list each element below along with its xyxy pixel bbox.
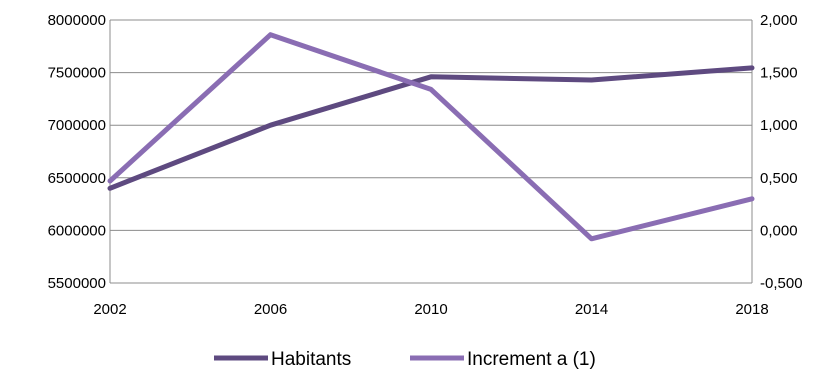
right-tick-label: 0,500: [760, 170, 798, 187]
legend: Habitants Increment a (1): [214, 349, 596, 370]
left-tick-label: 8000000: [48, 12, 106, 29]
series-line-1: [107, 32, 755, 242]
right-tick-label: -0,500: [760, 275, 803, 292]
left-tick-label: 5500000: [48, 275, 106, 292]
right-tick-label: 1,500: [760, 65, 798, 82]
legend-label-increment: Increment a (1): [467, 349, 596, 370]
x-tick-label: 2010: [414, 301, 447, 318]
left-tick-label: 7500000: [48, 65, 106, 82]
right-axis-ticks: 2,000 1,500 1,000 0,500 0,000 -0,500: [760, 12, 803, 292]
left-tick-label: 7000000: [48, 117, 106, 134]
x-axis-ticks: 2002 2006 2010 2014 2018: [93, 301, 768, 318]
series-lines: [107, 32, 755, 242]
right-tick-label: 1,000: [760, 117, 798, 134]
left-tick-label: 6500000: [48, 170, 106, 187]
legend-label-habitants: Habitants: [271, 349, 351, 370]
x-tick-label: 2002: [93, 301, 126, 318]
x-tick-label: 2014: [575, 301, 608, 318]
right-tick-label: 0,000: [760, 222, 798, 239]
left-axis-ticks: 8000000 7500000 7000000 6500000 6000000 55000…: [48, 12, 106, 292]
x-tick-label: 2006: [254, 301, 287, 318]
series-line-0: [107, 65, 755, 191]
gridlines: [110, 19, 752, 284]
axes: [109, 20, 753, 283]
right-tick-label: 2,000: [760, 12, 798, 29]
x-tick-label: 2018: [735, 301, 768, 318]
left-tick-label: 6000000: [48, 222, 106, 239]
